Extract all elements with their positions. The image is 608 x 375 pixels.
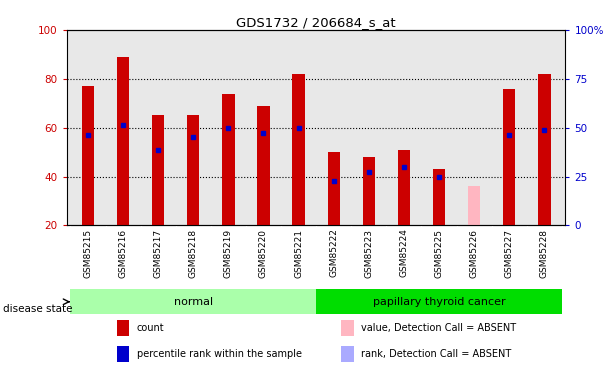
Text: GSM85222: GSM85222 xyxy=(329,229,338,278)
Bar xyxy=(341,320,354,336)
Bar xyxy=(71,290,316,314)
Text: percentile rank within the sample: percentile rank within the sample xyxy=(137,349,302,359)
Text: normal: normal xyxy=(174,297,213,307)
Bar xyxy=(257,106,269,225)
Text: GSM85220: GSM85220 xyxy=(259,229,268,278)
Text: value, Detection Call = ABSENT: value, Detection Call = ABSENT xyxy=(361,322,516,333)
Bar xyxy=(341,346,354,362)
Bar xyxy=(503,88,516,225)
Bar xyxy=(117,346,129,362)
Bar xyxy=(538,74,550,225)
Title: GDS1732 / 206684_s_at: GDS1732 / 206684_s_at xyxy=(237,16,396,29)
Bar xyxy=(187,116,199,225)
Bar xyxy=(433,169,445,225)
Text: GSM85218: GSM85218 xyxy=(188,229,198,278)
Text: count: count xyxy=(137,322,164,333)
Text: GSM85216: GSM85216 xyxy=(119,229,128,278)
Text: GSM85225: GSM85225 xyxy=(435,229,444,278)
Bar xyxy=(223,93,235,225)
Text: disease state: disease state xyxy=(3,304,72,314)
Text: GSM85226: GSM85226 xyxy=(469,229,478,278)
Text: GSM85219: GSM85219 xyxy=(224,229,233,278)
Text: GSM85227: GSM85227 xyxy=(505,229,514,278)
Text: GSM85221: GSM85221 xyxy=(294,229,303,278)
Text: GSM85224: GSM85224 xyxy=(399,229,409,278)
Text: GSM85223: GSM85223 xyxy=(364,229,373,278)
Bar xyxy=(117,320,129,336)
Bar xyxy=(363,157,375,225)
Bar xyxy=(316,290,562,314)
Text: GSM85215: GSM85215 xyxy=(83,229,92,278)
Bar xyxy=(398,150,410,225)
Text: GSM85217: GSM85217 xyxy=(154,229,163,278)
Bar xyxy=(152,116,164,225)
Bar xyxy=(82,86,94,225)
Text: rank, Detection Call = ABSENT: rank, Detection Call = ABSENT xyxy=(361,349,511,359)
Bar xyxy=(468,186,480,225)
Bar xyxy=(292,74,305,225)
Bar xyxy=(117,57,130,225)
Text: GSM85228: GSM85228 xyxy=(540,229,549,278)
Bar xyxy=(328,152,340,225)
Text: papillary thyroid cancer: papillary thyroid cancer xyxy=(373,297,505,307)
